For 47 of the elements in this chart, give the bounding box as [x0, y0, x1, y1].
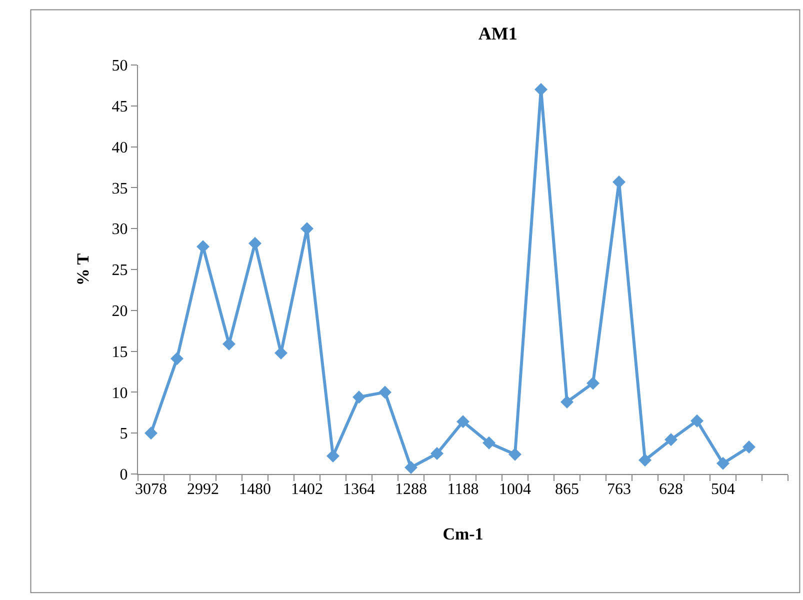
y-tick-label: 45 [112, 98, 128, 116]
x-tick-label: 628 [659, 481, 683, 498]
point [170, 352, 184, 366]
point [534, 83, 548, 96]
point [612, 175, 626, 188]
x-tick-label: 1004 [499, 481, 531, 498]
point [144, 426, 158, 440]
point [482, 436, 496, 450]
point [560, 396, 574, 409]
x-tick-label: 2992 [187, 481, 219, 498]
point [508, 448, 522, 461]
point [742, 440, 756, 454]
point [248, 236, 262, 250]
y-tick-label: 0 [120, 466, 128, 484]
x-tick-label: 1402 [291, 481, 323, 498]
x-tick-label: 1480 [239, 481, 271, 498]
chart-title: AM1 [478, 24, 518, 44]
x-tick-label: 504 [711, 481, 735, 498]
point [716, 456, 730, 470]
point [326, 450, 340, 462]
y-tick-label: 20 [112, 303, 128, 320]
y-tick-label: 30 [112, 221, 128, 238]
point [638, 454, 652, 467]
y-tick-label: 10 [112, 384, 128, 402]
y-tick-label: 35 [112, 180, 128, 198]
x-tick-label: 1288 [395, 481, 427, 498]
y-tick-label: 40 [112, 139, 128, 156]
x-tick-label: 1364 [343, 481, 375, 498]
point [352, 390, 366, 404]
point [430, 447, 444, 460]
point [222, 337, 236, 350]
point [690, 414, 704, 428]
y-axis-title: % T [73, 252, 92, 286]
x-tick-label: 3078 [135, 481, 167, 498]
y-tick-label: 15 [112, 344, 128, 361]
x-tick-label: 763 [607, 481, 631, 498]
point [586, 376, 600, 390]
point [404, 460, 418, 474]
x-tick-label: 1188 [447, 481, 479, 498]
point [378, 386, 392, 399]
y-tick-label: 25 [112, 262, 128, 280]
point [664, 433, 678, 446]
x-tick-label: 865 [555, 481, 579, 498]
y-tick-label: 50 [112, 58, 128, 75]
point [456, 415, 470, 428]
y-tick-label: 5 [120, 426, 128, 443]
x-axis-title: Cm-1 [442, 524, 484, 544]
